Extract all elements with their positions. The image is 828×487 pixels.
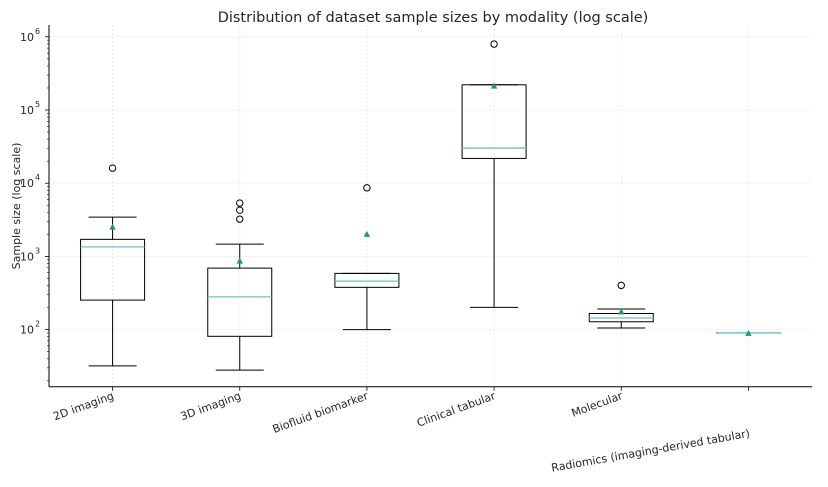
mean-marker: [109, 224, 115, 230]
y-tick-label: 10: [20, 250, 34, 263]
box-group: [462, 41, 526, 308]
boxes: [81, 41, 781, 370]
x-tick-label: Radiomics (imaging-derived tabular): [550, 427, 751, 475]
y-tick-label: 10: [20, 31, 34, 44]
x-tick-label: Biofluid biomarker: [271, 389, 371, 436]
mean-marker: [237, 258, 243, 264]
y-tick-exponent: 5: [35, 100, 40, 109]
y-tick-exponent: 3: [35, 246, 40, 255]
y-tick-exponent: 4: [35, 173, 40, 182]
x-tick-label: Molecular: [570, 389, 625, 420]
y-tick-label: 10: [20, 177, 34, 190]
box-group: [716, 330, 780, 336]
x-tick-label: Clinical tabular: [415, 389, 497, 430]
y-tick-label: 10: [20, 324, 34, 337]
x-tick-label: 2D imaging: [52, 389, 116, 423]
y-tick-label: 10: [20, 104, 34, 117]
y-tick-exponent: 2: [35, 320, 40, 329]
mean-marker: [364, 231, 370, 237]
grid: [49, 25, 812, 387]
y-tick-exponent: 6: [35, 27, 40, 36]
chart-title: Distribution of dataset sample sizes by …: [218, 10, 649, 26]
mean-marker: [491, 83, 497, 89]
x-tick-label: 3D imaging: [179, 389, 243, 423]
